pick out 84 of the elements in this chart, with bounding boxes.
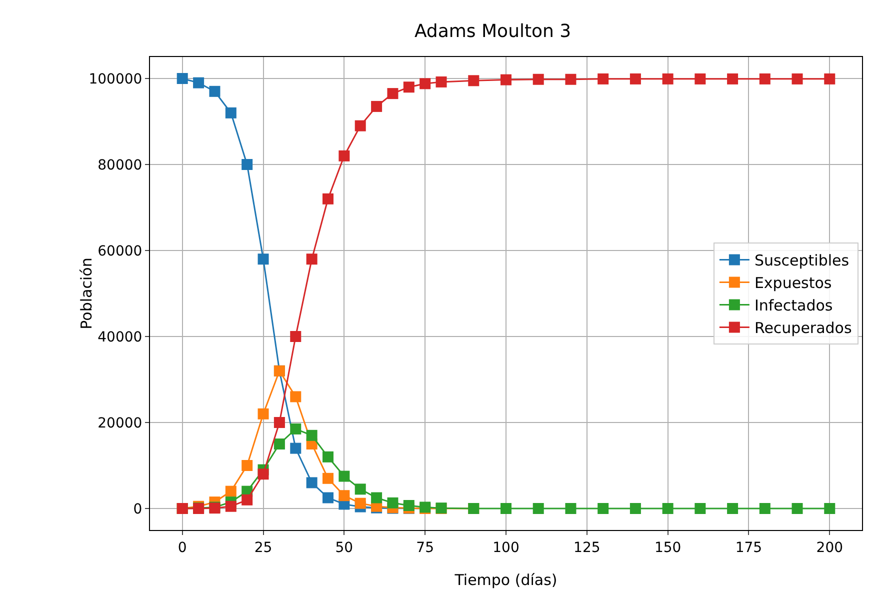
point	[468, 75, 480, 86]
y-tick-label: 60000	[98, 243, 142, 260]
point	[242, 494, 253, 506]
x-axis-title: Tiempo (días)	[454, 571, 558, 589]
point	[727, 73, 738, 84]
point	[792, 73, 803, 84]
point	[193, 77, 204, 88]
point	[403, 82, 414, 93]
point	[420, 78, 431, 90]
legend-label: Expuestos	[754, 274, 832, 292]
x-tick-label: 150	[654, 540, 682, 556]
x-tick-label: 75	[416, 540, 434, 556]
point	[225, 486, 236, 497]
point	[322, 193, 334, 204]
y-axis-title: Población	[78, 258, 96, 330]
chart-title: Adams Moulton 3	[414, 20, 572, 42]
point	[290, 442, 302, 454]
point	[598, 503, 609, 514]
point	[225, 500, 236, 512]
point	[258, 254, 269, 265]
point	[242, 460, 253, 471]
x-tick-label: 0	[178, 540, 187, 556]
point	[338, 490, 350, 502]
point	[759, 503, 770, 514]
point	[387, 497, 398, 508]
point	[371, 100, 382, 112]
point	[630, 503, 641, 514]
y-tick-label: 20000	[98, 415, 142, 432]
point	[824, 503, 836, 514]
point	[387, 88, 398, 100]
point	[500, 503, 512, 514]
point	[759, 73, 770, 84]
x-tick-label: 25	[254, 540, 272, 556]
point	[500, 74, 512, 86]
point	[662, 503, 674, 514]
y-tick-label: 40000	[98, 329, 142, 346]
point	[258, 468, 269, 480]
point	[792, 503, 803, 514]
point	[242, 159, 253, 170]
point	[338, 150, 350, 162]
point	[532, 74, 544, 85]
point	[322, 492, 334, 504]
x-tick-label: 100	[492, 540, 520, 556]
legend-label: Susceptibles	[754, 252, 850, 270]
point	[209, 86, 220, 97]
point	[322, 472, 334, 484]
point	[354, 498, 366, 509]
point	[371, 492, 382, 504]
point	[258, 408, 269, 420]
point	[565, 503, 576, 514]
point	[306, 477, 318, 488]
legend-label: Infectados	[754, 296, 833, 315]
x-tick-label: 125	[574, 540, 600, 556]
y-tick-label: 100000	[88, 71, 142, 88]
x-tick-label: 50	[335, 540, 354, 556]
point	[727, 503, 738, 514]
y-tick-label: 80000	[98, 157, 142, 174]
x-tick-label: 175	[735, 540, 762, 556]
point	[290, 423, 302, 434]
point	[306, 430, 318, 441]
point	[176, 73, 188, 84]
y-tick-label: 0	[133, 501, 142, 518]
point	[338, 470, 350, 482]
point	[274, 417, 285, 428]
legend-label: Recuperados	[754, 319, 852, 338]
point	[274, 438, 285, 450]
point	[694, 503, 706, 514]
point	[436, 76, 447, 88]
point	[694, 73, 706, 84]
point	[225, 107, 236, 118]
point	[598, 73, 609, 84]
point	[290, 331, 302, 342]
point	[630, 73, 641, 84]
point	[532, 503, 544, 514]
point	[322, 451, 334, 462]
point	[662, 73, 674, 84]
x-tick-label: 200	[816, 540, 844, 556]
point	[354, 484, 366, 495]
point	[565, 74, 576, 85]
point	[290, 391, 302, 402]
point	[306, 254, 318, 265]
point	[403, 500, 414, 511]
point	[824, 73, 836, 84]
point	[354, 120, 366, 132]
